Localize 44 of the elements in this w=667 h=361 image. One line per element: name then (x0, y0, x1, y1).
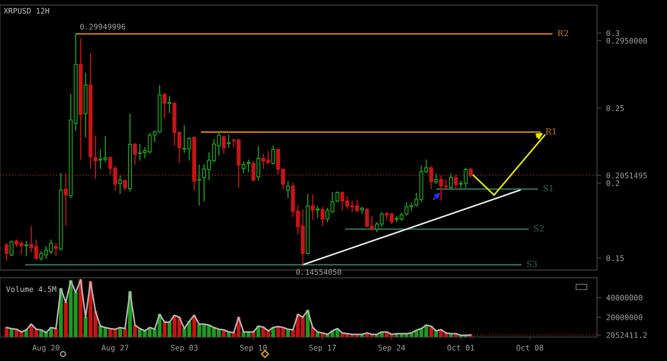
candlestick (162, 92, 167, 118)
candlestick (24, 241, 28, 256)
candlestick (271, 145, 276, 165)
candlestick (448, 174, 453, 190)
series-label: R2 (558, 30, 568, 36)
series-label: R1 (546, 128, 556, 134)
candlestick (93, 136, 98, 179)
bar (434, 330, 438, 337)
candlestick (316, 206, 320, 218)
bar (54, 328, 58, 337)
bar (133, 324, 137, 337)
series-label: S2 (534, 225, 544, 232)
bar (84, 316, 88, 337)
bar (162, 322, 166, 337)
candlestick (429, 166, 434, 190)
candlestick (118, 175, 122, 194)
bar (64, 302, 68, 337)
bar (168, 322, 172, 337)
candlestick (4, 242, 9, 261)
candlestick (286, 181, 290, 198)
candlestick (434, 174, 438, 184)
candlestick (320, 206, 325, 226)
bar (123, 328, 127, 337)
candlestick (256, 146, 260, 181)
candlestick (310, 194, 315, 220)
candlestick (246, 160, 250, 172)
bar (4, 327, 9, 337)
candlestick (251, 161, 256, 182)
candlestick (197, 164, 202, 206)
candlestick (54, 242, 58, 256)
series-label: S3 (527, 260, 537, 268)
series-label: S1 (544, 185, 553, 192)
bar (252, 332, 256, 337)
candlestick (242, 161, 246, 174)
candlestick (123, 180, 128, 191)
bar (24, 330, 28, 337)
candlestick (64, 174, 68, 226)
candlestick (10, 240, 14, 256)
line-series (6, 279, 472, 336)
candlestick (222, 136, 226, 154)
candlestick (226, 134, 231, 148)
candlestick (168, 96, 172, 113)
candlestick (132, 142, 137, 166)
candlestick (454, 174, 458, 190)
